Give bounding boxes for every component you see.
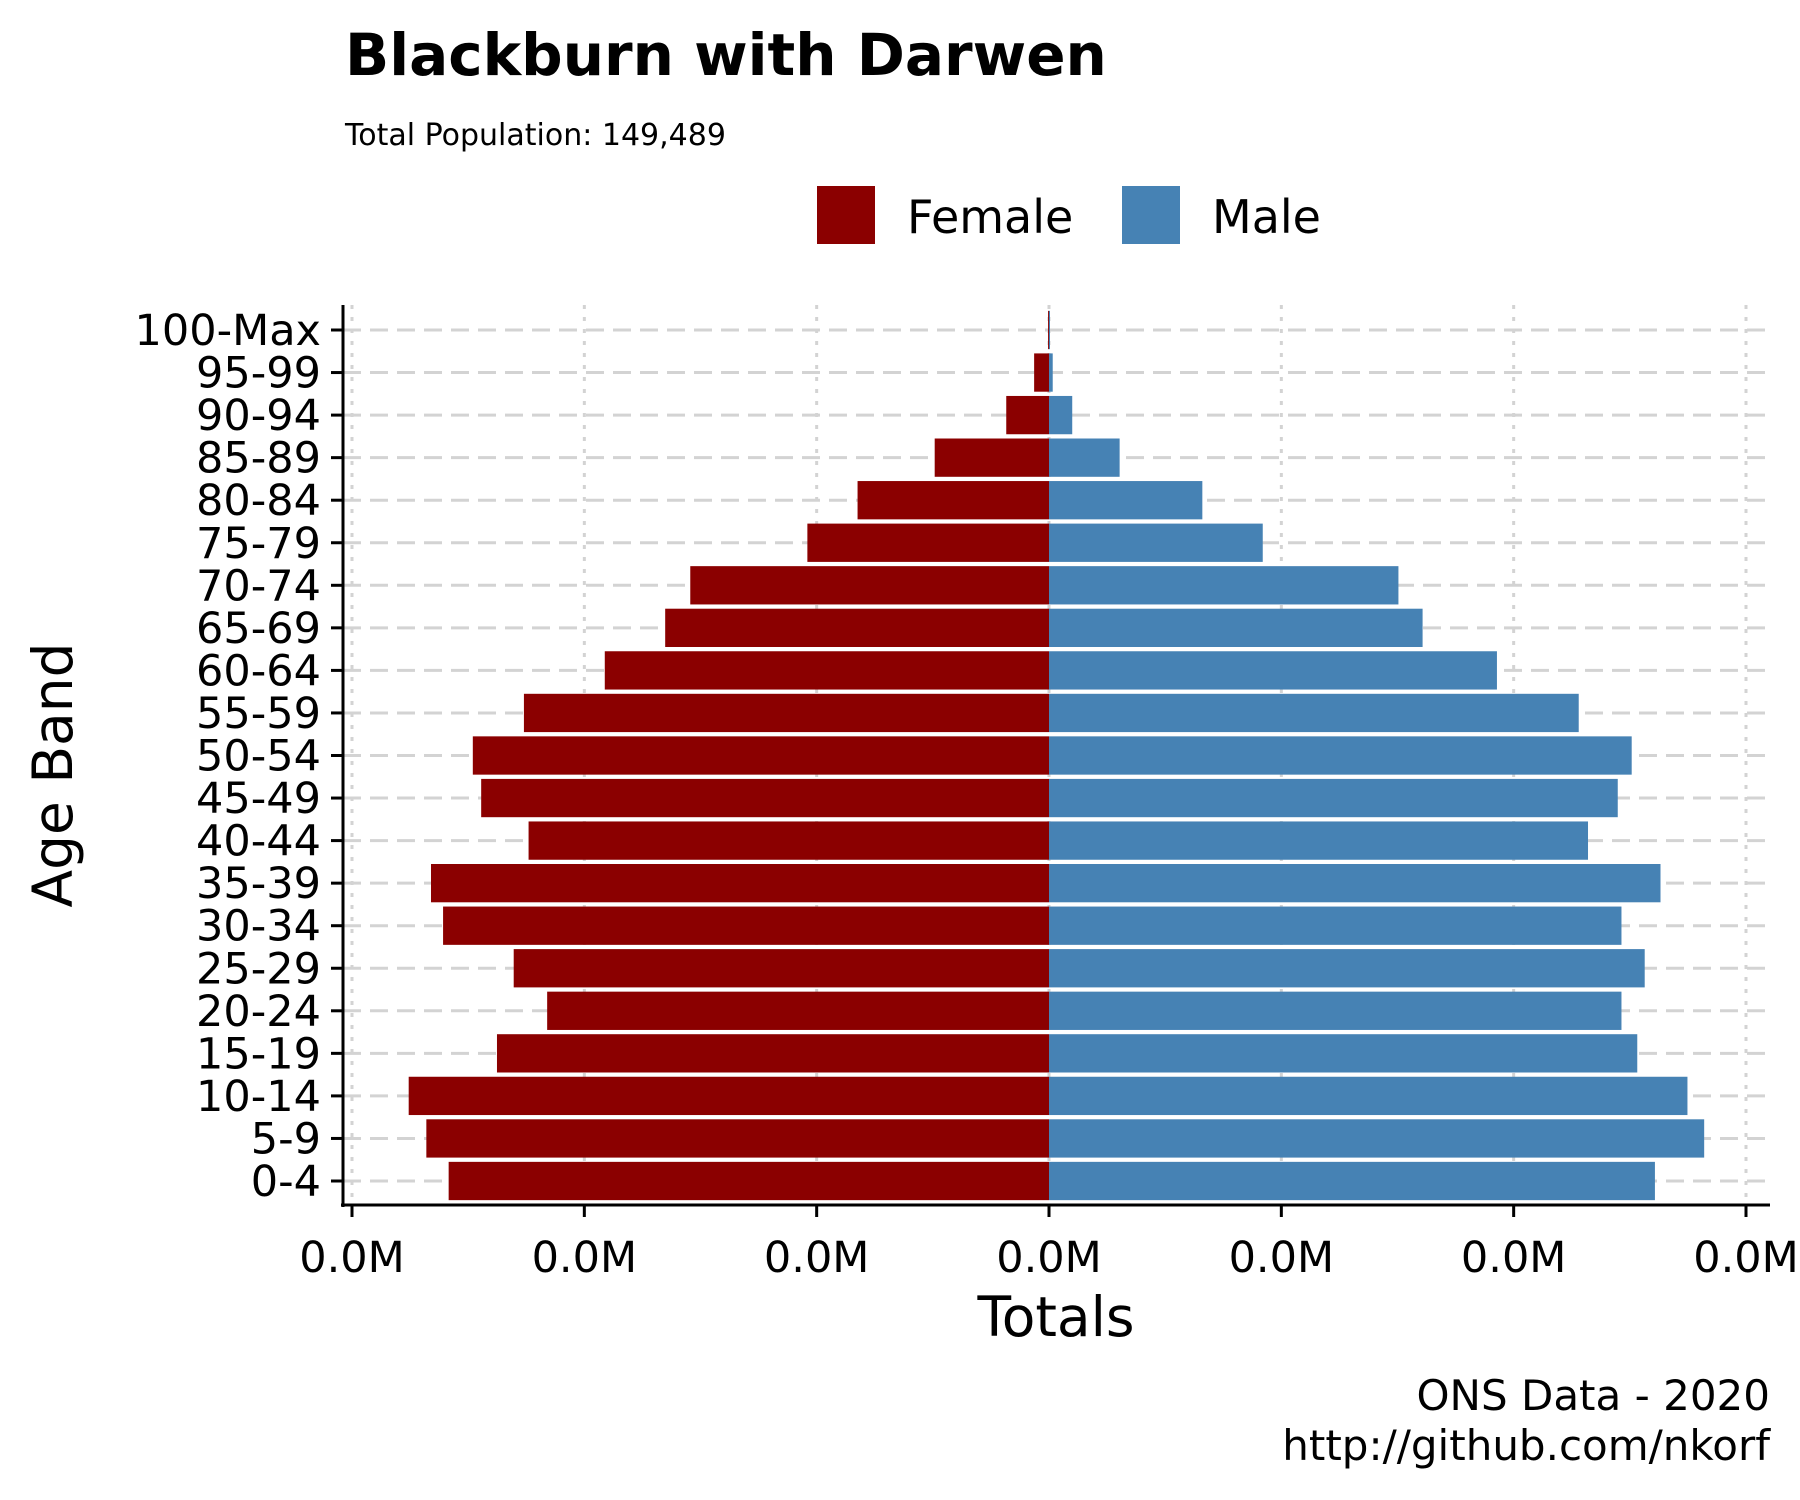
bar-female-25-29 bbox=[513, 949, 1049, 988]
y-tick-label: 45-49 bbox=[196, 774, 321, 824]
bar-female-20-24 bbox=[547, 991, 1049, 1030]
bar-male-35-39 bbox=[1049, 864, 1661, 903]
bar-male-90-94 bbox=[1049, 395, 1073, 435]
bar-female-85-89 bbox=[934, 438, 1049, 477]
legend-swatch-female bbox=[817, 186, 875, 244]
x-tick-label: 0.0M bbox=[996, 1233, 1101, 1283]
y-tick-label: 35-39 bbox=[196, 859, 321, 909]
bar-male-15-19 bbox=[1049, 1034, 1638, 1073]
y-tick-label: 60-64 bbox=[196, 646, 321, 696]
bar-male-60-64 bbox=[1049, 651, 1497, 690]
bar-male-5-9 bbox=[1049, 1119, 1705, 1158]
y-tick-label: 100-Max bbox=[135, 306, 322, 356]
y-tick-label: 55-59 bbox=[196, 689, 321, 739]
y-tick-label: 15-19 bbox=[196, 1029, 321, 1079]
caption-url: http://github.com/nkorf bbox=[1282, 1421, 1771, 1470]
bar-male-70-74 bbox=[1049, 566, 1399, 605]
y-tick-label: 5-9 bbox=[251, 1114, 321, 1164]
bar-male-100-max bbox=[1049, 310, 1050, 350]
legend-label-female: Female bbox=[907, 190, 1073, 244]
x-tick-label: 0.0M bbox=[1229, 1233, 1334, 1283]
y-tick-label: 75-79 bbox=[196, 519, 321, 569]
bar-male-25-29 bbox=[1049, 949, 1645, 988]
bar-female-65-69 bbox=[665, 608, 1049, 647]
y-tick-label: 85-89 bbox=[196, 434, 321, 484]
bar-female-80-84 bbox=[857, 481, 1049, 520]
x-tick-label: 0.0M bbox=[1693, 1233, 1798, 1283]
y-tick-label: 95-99 bbox=[196, 349, 321, 399]
legend-label-male: Male bbox=[1212, 190, 1321, 244]
y-tick-label: 0-4 bbox=[251, 1157, 321, 1207]
x-axis-title: Totals bbox=[976, 1285, 1134, 1349]
chart-title: Blackburn with Darwen bbox=[345, 21, 1107, 89]
y-tick-label: 70-74 bbox=[196, 561, 321, 611]
x-tick-label: 0.0M bbox=[532, 1233, 637, 1283]
x-tick-label: 0.0M bbox=[1461, 1233, 1566, 1283]
bar-female-10-14 bbox=[408, 1076, 1049, 1116]
bar-male-30-34 bbox=[1049, 906, 1622, 945]
bar-male-65-69 bbox=[1049, 608, 1423, 647]
bar-female-35-39 bbox=[430, 864, 1049, 903]
bar-female-95-99 bbox=[1034, 353, 1049, 392]
x-tick-label: 0.0M bbox=[764, 1233, 869, 1283]
bar-female-0-4 bbox=[448, 1161, 1050, 1201]
y-tick-label: 65-69 bbox=[196, 604, 321, 654]
y-tick-label: 30-34 bbox=[196, 902, 321, 952]
bar-male-45-49 bbox=[1049, 778, 1618, 818]
bar-male-20-24 bbox=[1049, 991, 1622, 1030]
bar-male-40-44 bbox=[1049, 821, 1589, 860]
bar-female-70-74 bbox=[690, 566, 1049, 605]
y-tick-label: 90-94 bbox=[196, 391, 321, 441]
axes bbox=[331, 305, 1770, 1217]
y-tick-label: 25-29 bbox=[196, 944, 321, 994]
y-tick-labels: 0-45-910-1415-1920-2425-2930-3435-3940-4… bbox=[135, 306, 322, 1207]
bar-male-50-54 bbox=[1049, 736, 1632, 775]
bar-female-50-54 bbox=[472, 736, 1049, 775]
bar-female-90-94 bbox=[1006, 395, 1049, 435]
bars bbox=[408, 310, 1705, 1201]
bar-female-15-19 bbox=[496, 1034, 1049, 1073]
bar-female-100-max bbox=[1048, 310, 1050, 350]
legend: Female Male bbox=[817, 186, 1321, 244]
y-tick-label: 20-24 bbox=[196, 987, 321, 1037]
y-axis-title: Age Band bbox=[21, 642, 85, 907]
bar-female-5-9 bbox=[426, 1119, 1049, 1158]
y-tick-label: 10-14 bbox=[196, 1072, 321, 1122]
bar-male-75-79 bbox=[1049, 523, 1263, 562]
bar-female-75-79 bbox=[807, 523, 1049, 562]
caption-source: ONS Data - 2020 bbox=[1416, 1371, 1770, 1420]
bar-female-45-49 bbox=[481, 778, 1049, 818]
bar-male-95-99 bbox=[1049, 353, 1053, 392]
bar-male-80-84 bbox=[1049, 481, 1203, 520]
bar-male-10-14 bbox=[1049, 1076, 1688, 1116]
chart-subtitle: Total Population: 149,489 bbox=[344, 118, 726, 153]
bar-male-85-89 bbox=[1049, 438, 1120, 477]
bar-male-55-59 bbox=[1049, 693, 1579, 733]
y-tick-label: 50-54 bbox=[196, 732, 321, 782]
bar-male-0-4 bbox=[1049, 1161, 1655, 1201]
bar-female-30-34 bbox=[443, 906, 1049, 945]
y-tick-label: 40-44 bbox=[196, 817, 321, 867]
x-tick-label: 0.0M bbox=[299, 1233, 404, 1283]
legend-swatch-male bbox=[1122, 186, 1180, 244]
x-tick-labels: 0.0M 0.0M 0.0M 0.0M 0.0M 0.0M 0.0M bbox=[299, 1233, 1798, 1283]
y-tick-label: 80-84 bbox=[196, 476, 321, 526]
bar-female-60-64 bbox=[604, 651, 1049, 690]
bar-female-55-59 bbox=[523, 693, 1049, 733]
bar-female-40-44 bbox=[528, 821, 1049, 860]
